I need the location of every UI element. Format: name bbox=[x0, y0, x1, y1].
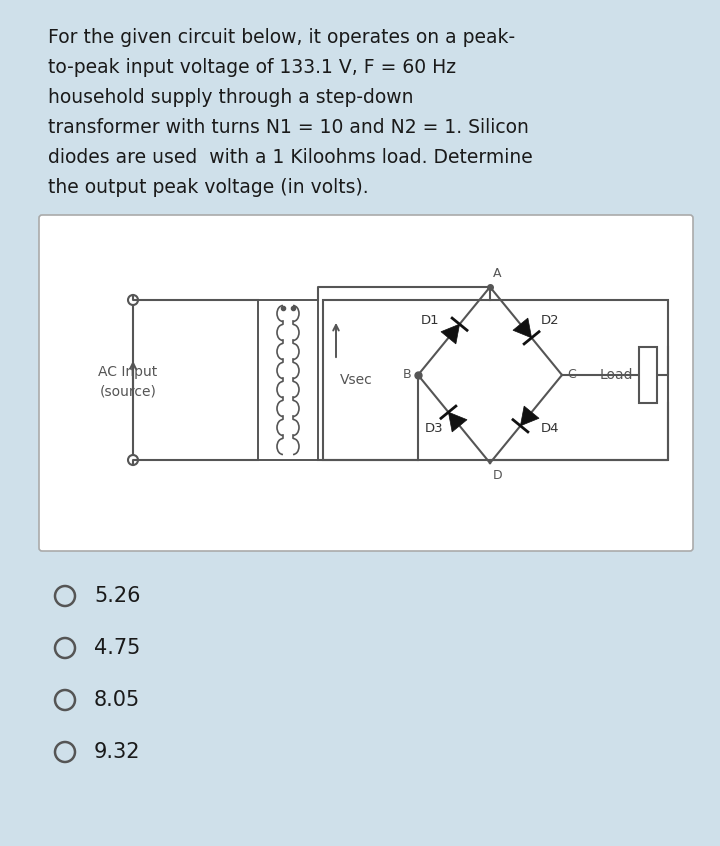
Text: household supply through a step-down: household supply through a step-down bbox=[48, 88, 413, 107]
Text: transformer with turns N1 = 10 and N2 = 1. Silicon: transformer with turns N1 = 10 and N2 = … bbox=[48, 118, 529, 137]
Text: D2: D2 bbox=[541, 315, 559, 327]
Text: 4.75: 4.75 bbox=[94, 638, 140, 658]
Text: 8.05: 8.05 bbox=[94, 690, 140, 710]
Text: to-peak input voltage of 133.1 V, F = 60 Hz: to-peak input voltage of 133.1 V, F = 60… bbox=[48, 58, 456, 77]
FancyBboxPatch shape bbox=[39, 215, 693, 551]
Text: 5.26: 5.26 bbox=[94, 586, 140, 606]
Bar bbox=[639, 347, 657, 403]
Polygon shape bbox=[513, 318, 531, 338]
Polygon shape bbox=[521, 406, 539, 426]
Text: For the given circuit below, it operates on a peak-: For the given circuit below, it operates… bbox=[48, 28, 515, 47]
Bar bbox=[258, 300, 318, 460]
Bar bbox=[323, 300, 668, 460]
Text: 9.32: 9.32 bbox=[94, 742, 140, 762]
Polygon shape bbox=[441, 324, 459, 343]
Polygon shape bbox=[449, 412, 467, 432]
Text: A: A bbox=[493, 267, 502, 280]
Text: D3: D3 bbox=[425, 422, 444, 436]
Text: D: D bbox=[493, 469, 503, 482]
Text: Load: Load bbox=[600, 368, 633, 382]
Text: Vsec: Vsec bbox=[340, 373, 373, 387]
Text: D4: D4 bbox=[541, 422, 559, 436]
Text: C: C bbox=[567, 369, 576, 382]
Text: diodes are used  with a 1 Kiloohms load. Determine: diodes are used with a 1 Kiloohms load. … bbox=[48, 148, 533, 167]
Text: D1: D1 bbox=[420, 315, 439, 327]
Text: B: B bbox=[402, 369, 411, 382]
Text: the output peak voltage (in volts).: the output peak voltage (in volts). bbox=[48, 178, 369, 197]
Text: AC Input
(source): AC Input (source) bbox=[99, 365, 158, 398]
